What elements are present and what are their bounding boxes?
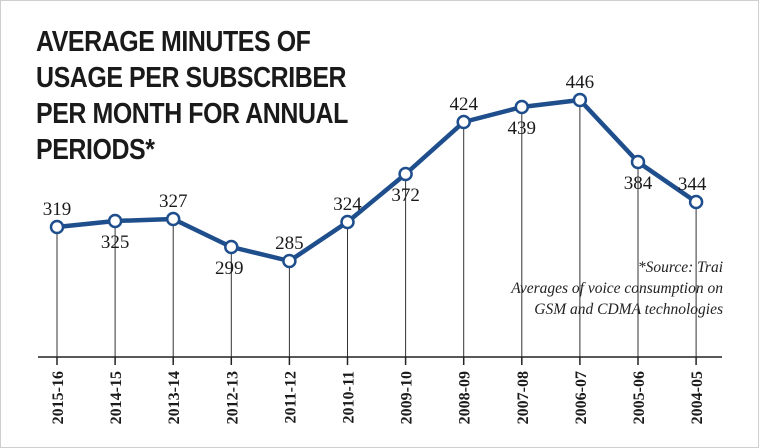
x-tick-label: 2013-14	[166, 371, 183, 424]
data-point	[688, 194, 704, 210]
x-tick-label: 2014-15	[108, 371, 125, 424]
data-label: 299	[215, 258, 244, 279]
data-point	[107, 213, 123, 229]
source-note: *Source: Trai Averages of voice consumpt…	[511, 257, 723, 320]
data-point	[282, 253, 297, 269]
data-label: 446	[566, 72, 595, 93]
x-tick-label: 2012-13	[224, 371, 241, 424]
data-point	[514, 99, 530, 115]
data-point	[630, 154, 646, 170]
data-point	[456, 114, 471, 130]
data-label: 344	[678, 174, 707, 195]
x-tick-labels: 2015-16 2014-15 2013-14 2012-13 2011-12 2010-…	[50, 371, 706, 424]
note-line-2: GSM and CDMA technologies	[534, 301, 723, 318]
data-point	[340, 214, 355, 230]
data-point	[572, 92, 588, 108]
data-label: 325	[101, 232, 130, 253]
data-label: 384	[624, 173, 653, 194]
x-tick-label: 2009-10	[399, 371, 416, 424]
data-point	[398, 166, 413, 182]
data-label: 439	[508, 118, 537, 139]
data-label: 327	[159, 191, 188, 212]
data-point	[165, 211, 181, 227]
data-label: 324	[333, 194, 362, 215]
x-tick-label: 2004-05	[689, 371, 706, 424]
vertical-drop-lines	[56, 100, 697, 357]
series-line	[56, 97, 698, 264]
x-axis-ticks	[56, 357, 697, 365]
data-label: 285	[275, 233, 304, 254]
data-label: 372	[391, 185, 420, 206]
x-tick-label: 2010-11	[341, 371, 358, 423]
data-point	[49, 219, 65, 235]
source-line: *Source: Trai	[637, 259, 723, 276]
note-line-1: Averages of voice consumption on	[511, 280, 723, 297]
x-tick-label: 2007-08	[515, 371, 532, 424]
data-point	[224, 239, 239, 255]
chart-title: AVERAGE MINUTES OF USAGE PER SUBSCRIBER …	[36, 26, 348, 166]
data-label: 424	[449, 94, 478, 115]
x-tick-label: 2008-09	[457, 371, 474, 424]
data-labels: 319 325 327 299 285 324 372 424 439 446 384 344	[43, 72, 707, 279]
x-tick-label: 2015-16	[50, 371, 67, 424]
data-points	[49, 92, 704, 269]
x-tick-label: 2011-12	[282, 371, 299, 423]
x-tick-label: 2005-06	[631, 371, 648, 424]
x-tick-label: 2006-07	[573, 371, 590, 424]
data-label: 319	[43, 199, 72, 220]
